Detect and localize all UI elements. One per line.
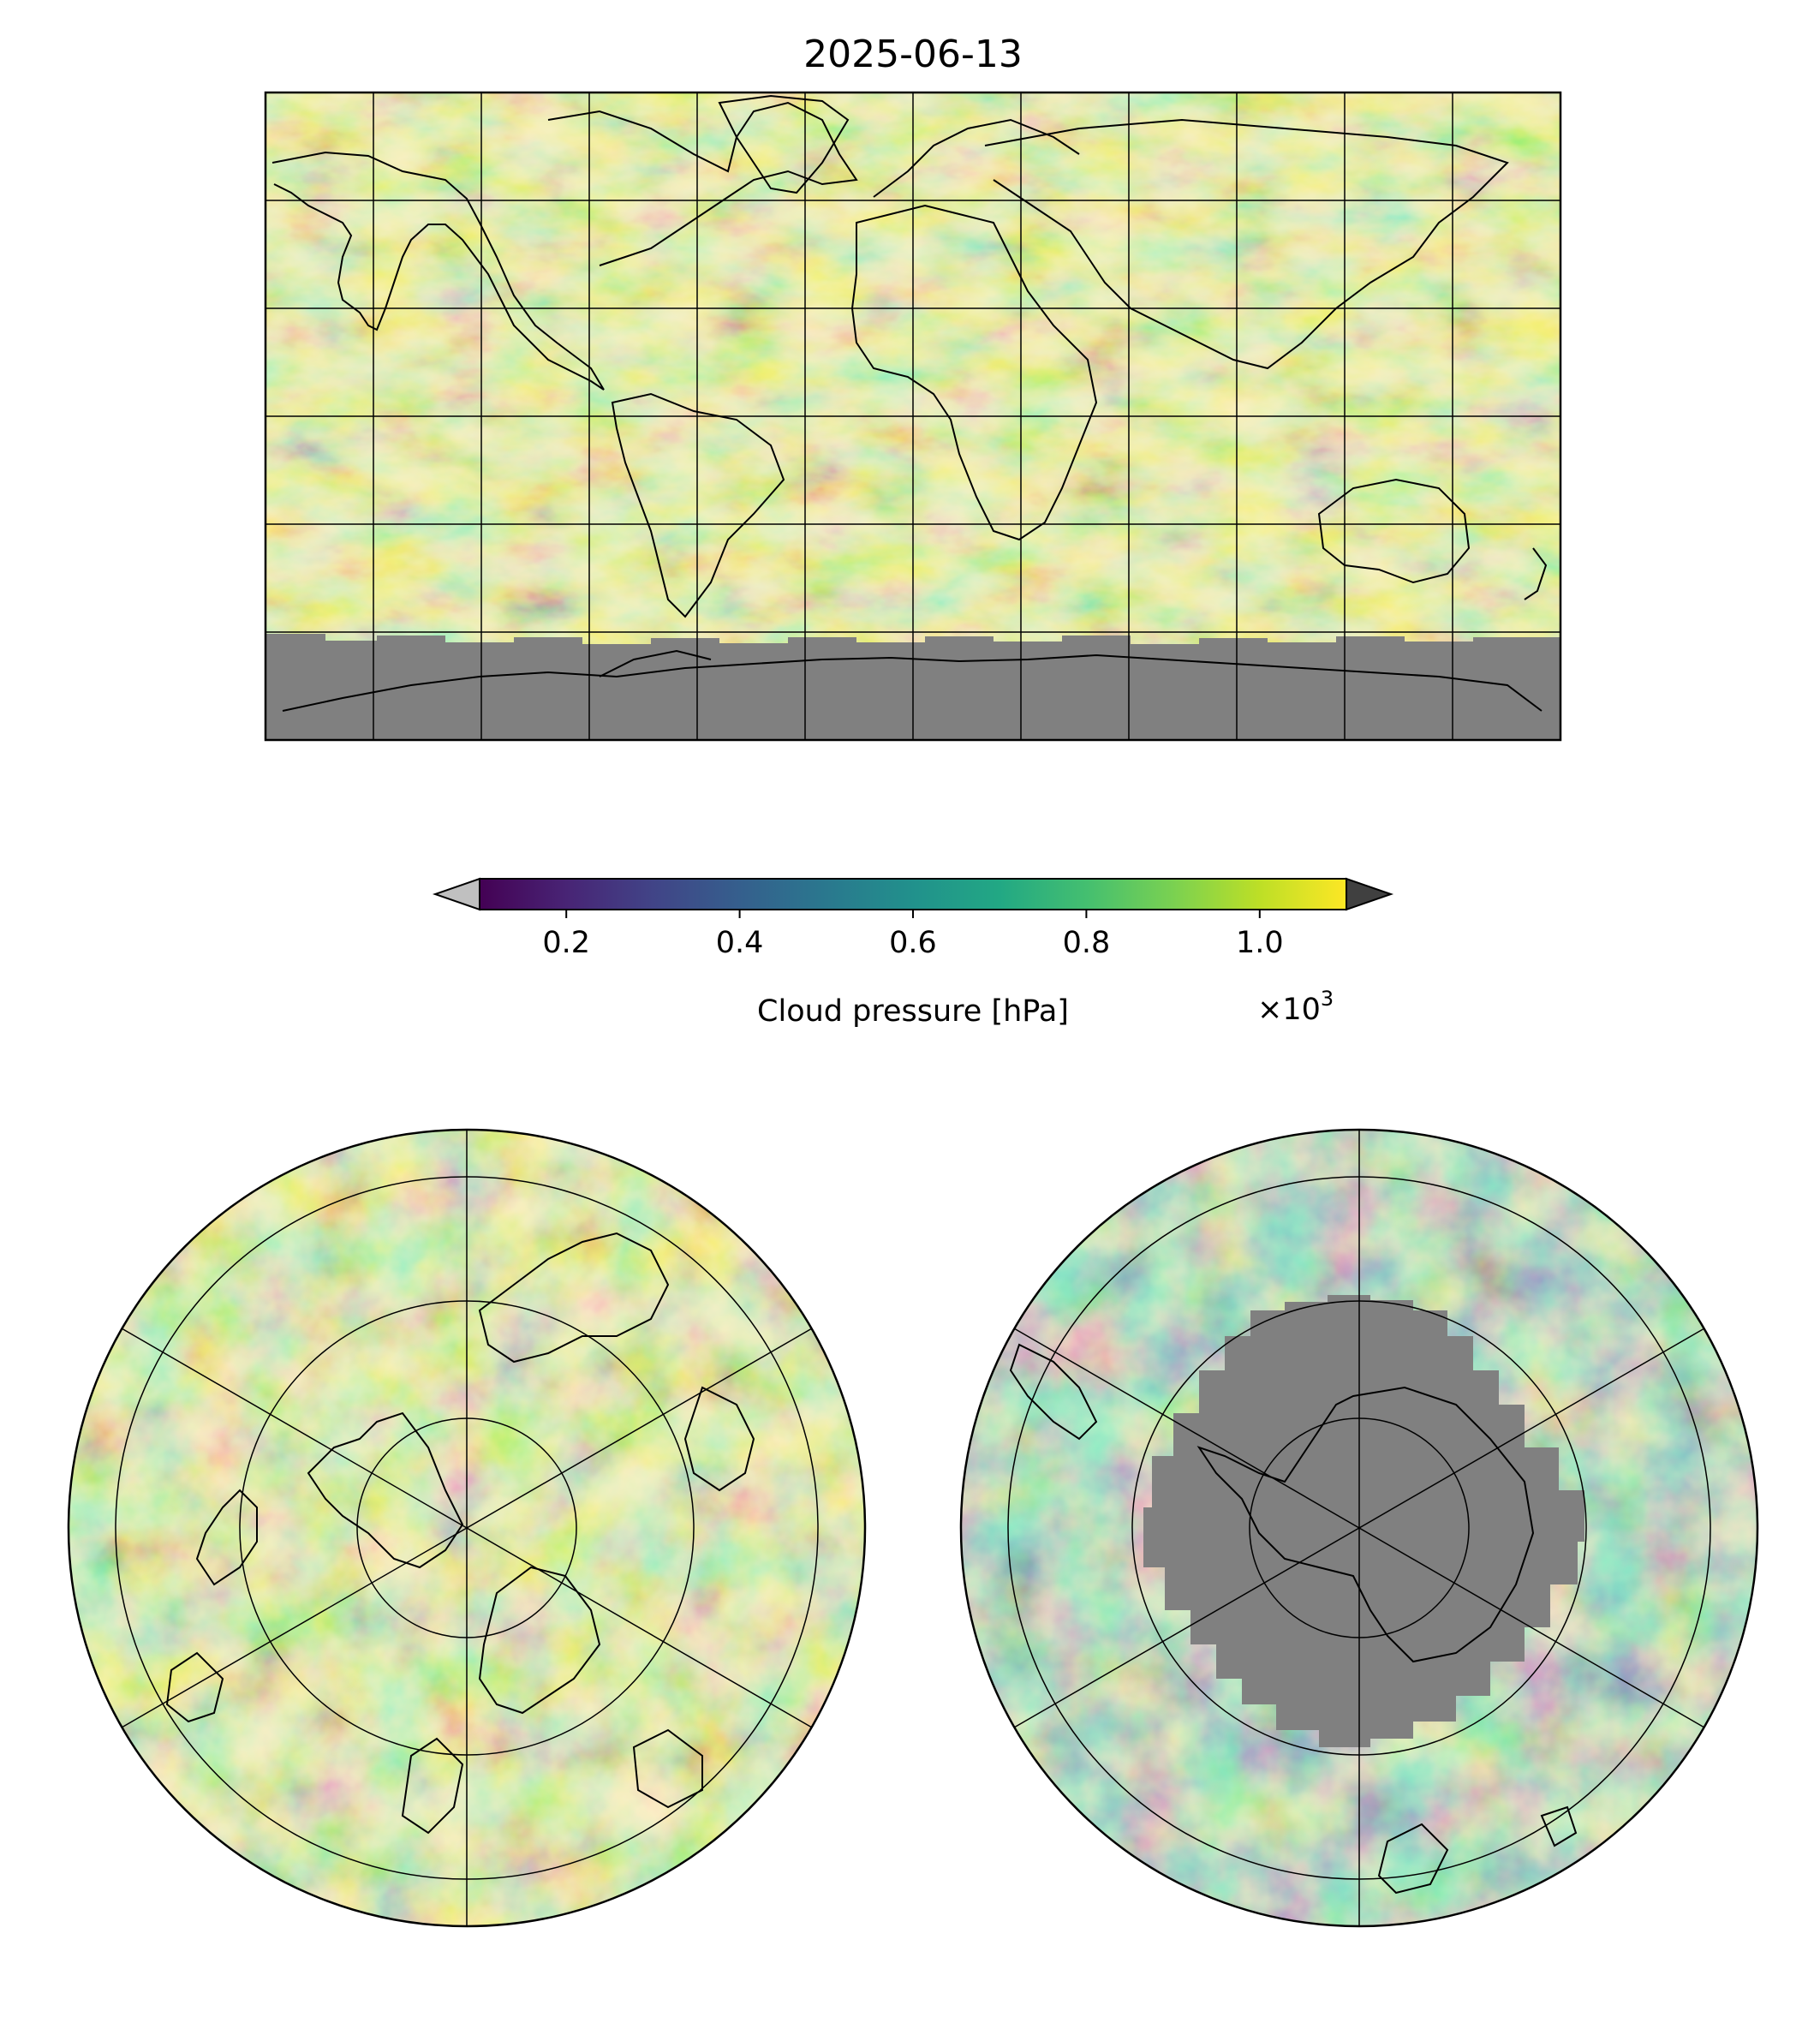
north-polar-frame <box>67 1128 867 1928</box>
colorbar-tick-label: 1.0 <box>1236 926 1284 960</box>
south-polar-frame <box>959 1128 1759 1928</box>
colorbar-scale-base: ×10 <box>1257 993 1321 1027</box>
colorbar-over-extension <box>1346 877 1394 911</box>
colorbar-tick-label: 0.2 <box>542 926 590 960</box>
colorbar: 0.2 0.4 0.6 0.8 1.0 Cloud pressure [hPa] ×10… <box>432 877 1394 1029</box>
colorbar-label: Cloud pressure [hPa] <box>757 994 1069 1029</box>
colorbar-tick-label: 0.4 <box>716 926 764 960</box>
south-graticule <box>1007 1130 1711 1926</box>
global-map-frame <box>264 91 1562 742</box>
south-polar-map <box>961 1130 1757 1926</box>
colorbar-tick-label: 0.6 <box>889 926 937 960</box>
colorbar-scale-exponent: 3 <box>1321 987 1334 1011</box>
south-coastlines <box>1009 1343 1578 1895</box>
north-coastlines <box>165 1232 755 1835</box>
colorbar-tick-label: 0.8 <box>1063 926 1111 960</box>
south-missing-data-region <box>1143 1295 1584 1747</box>
colorbar-scale-factor: ×103 <box>1257 987 1334 1027</box>
north-polar-map <box>69 1130 865 1926</box>
colorbar-under-extension <box>432 877 480 911</box>
global-graticule <box>266 92 1560 740</box>
colorbar-ticks: 0.2 0.4 0.6 0.8 1.0 <box>542 910 1284 960</box>
global-map <box>266 92 1560 740</box>
north-graticule <box>115 1130 819 1926</box>
figure-title: 2025-06-13 <box>803 33 1023 76</box>
colorbar-gradient <box>480 879 1346 910</box>
